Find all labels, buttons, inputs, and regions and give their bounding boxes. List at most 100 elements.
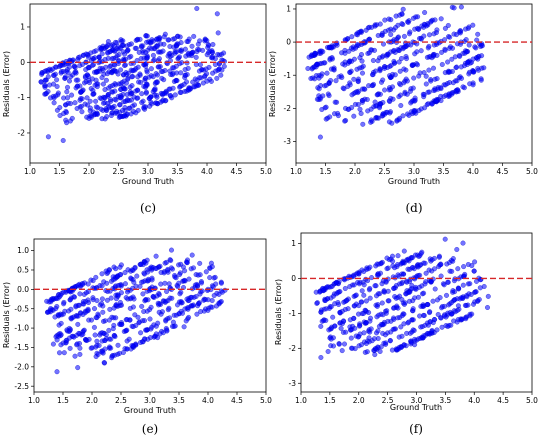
- data-point: [93, 98, 99, 104]
- data-point: [340, 318, 347, 324]
- x-tick-label: 3.0: [408, 167, 420, 176]
- data-point: [113, 302, 119, 308]
- data-point: [58, 69, 65, 75]
- data-point: [421, 333, 427, 339]
- data-point: [116, 350, 123, 356]
- data-point: [111, 43, 117, 49]
- data-point: [325, 348, 331, 355]
- data-point: [158, 281, 164, 287]
- data-point: [135, 314, 141, 320]
- data-point: [352, 89, 358, 96]
- data-point: [387, 63, 393, 69]
- data-point: [403, 56, 410, 62]
- data-point: [71, 63, 78, 69]
- data-point: [99, 51, 105, 57]
- data-point: [416, 35, 423, 42]
- data-point: [418, 48, 424, 54]
- data-point: [397, 293, 403, 299]
- data-point: [353, 292, 359, 298]
- data-point: [46, 309, 52, 315]
- data-point: [107, 97, 114, 103]
- data-point: [454, 64, 460, 70]
- data-point: [414, 62, 421, 68]
- data-point: [391, 47, 397, 53]
- data-point: [215, 51, 221, 58]
- data-point: [342, 285, 348, 292]
- data-point: [439, 324, 445, 330]
- data-point: [324, 296, 331, 302]
- data-point: [395, 35, 401, 41]
- data-point: [369, 83, 375, 89]
- data-point: [141, 105, 147, 111]
- data-point: [449, 56, 455, 62]
- data-point: [305, 65, 311, 72]
- data-point: [163, 318, 169, 324]
- caption-d: (d): [405, 201, 422, 215]
- y-axis-label-f: Residuals (Error): [274, 279, 283, 345]
- x-axis-label-f: Ground Truth: [390, 403, 442, 412]
- data-point: [112, 88, 118, 94]
- data-point: [419, 283, 425, 289]
- data-point: [131, 102, 138, 108]
- data-point: [164, 288, 170, 295]
- scatter-points-e: [44, 247, 228, 375]
- data-point: [342, 306, 348, 313]
- x-tick-label: 4.5: [497, 396, 509, 405]
- data-point: [120, 49, 126, 55]
- data-point: [109, 314, 115, 320]
- data-point: [99, 271, 105, 277]
- caption-e: (e): [142, 422, 158, 436]
- y-tick-label: 0: [291, 274, 296, 283]
- data-point: [109, 355, 115, 361]
- data-point: [77, 54, 83, 60]
- data-point: [343, 329, 349, 335]
- data-point: [71, 334, 77, 340]
- data-point: [62, 308, 68, 314]
- data-point: [62, 74, 69, 80]
- data-point: [398, 55, 405, 62]
- y-tick-label: -1.0: [14, 324, 29, 333]
- data-point: [108, 295, 114, 301]
- data-point: [407, 88, 413, 94]
- data-point: [460, 240, 466, 246]
- data-point: [451, 5, 457, 11]
- data-point: [190, 79, 196, 85]
- data-point: [112, 48, 118, 54]
- data-point: [81, 80, 88, 86]
- caption-c: (c): [140, 201, 156, 215]
- x-tick-label: 3.5: [173, 396, 185, 405]
- x-tick-label: 2.5: [382, 396, 394, 405]
- data-point: [470, 82, 476, 88]
- data-point: [218, 280, 224, 286]
- data-point: [462, 271, 468, 277]
- data-point: [143, 89, 149, 95]
- data-point: [138, 56, 144, 62]
- data-point: [456, 285, 462, 291]
- data-point: [458, 75, 465, 81]
- data-point: [86, 77, 92, 83]
- data-point: [401, 33, 407, 39]
- data-point: [466, 71, 472, 77]
- data-point: [399, 333, 405, 339]
- data-point: [384, 255, 390, 261]
- data-point: [45, 74, 51, 80]
- data-point: [194, 311, 200, 317]
- data-point: [68, 74, 74, 80]
- data-point: [54, 83, 60, 90]
- x-tick-label: 2.0: [83, 167, 95, 176]
- y-tick-label: -0.5: [14, 304, 29, 313]
- data-point: [99, 296, 105, 302]
- caption-f: (f): [409, 422, 423, 436]
- data-point: [193, 54, 199, 60]
- y-tick-label: 0: [20, 58, 25, 67]
- data-point: [149, 277, 155, 283]
- data-point: [87, 98, 93, 104]
- data-point: [130, 67, 137, 74]
- data-point: [428, 278, 434, 284]
- data-point: [126, 54, 132, 60]
- data-point: [416, 253, 422, 260]
- data-point: [434, 76, 440, 82]
- y-tick-label: 1.0: [17, 246, 29, 255]
- data-point: [386, 87, 392, 93]
- data-point: [75, 282, 81, 288]
